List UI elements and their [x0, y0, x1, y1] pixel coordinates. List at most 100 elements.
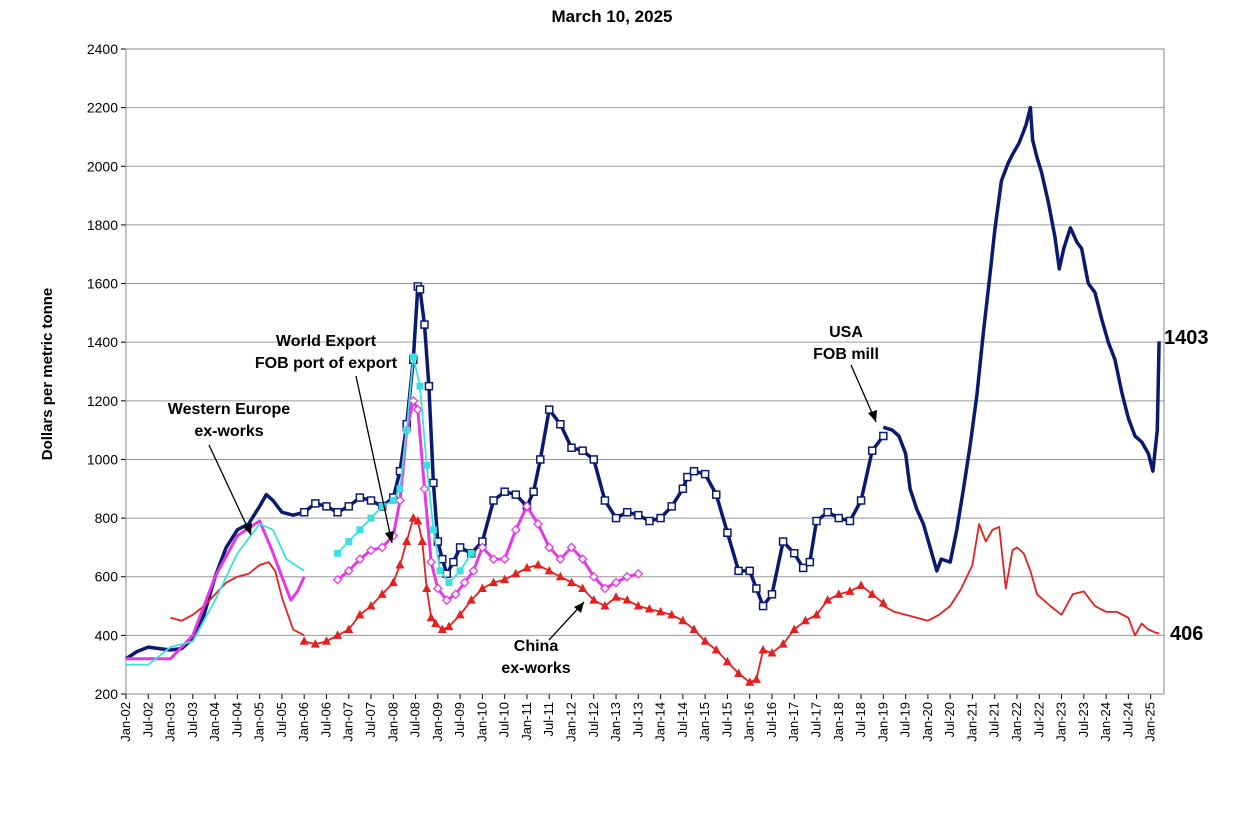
annotation-china: China [514, 638, 559, 655]
chart-title: March 10, 2025 [552, 7, 673, 26]
annotation-china-sub: ex-works [501, 660, 570, 677]
data-point [555, 571, 565, 581]
series-line-2 [882, 105, 1161, 573]
data-point [455, 609, 465, 619]
x-tick-label: Jul-13 [630, 702, 645, 737]
plot-frame [125, 48, 1165, 695]
data-point [438, 554, 447, 564]
data-point [488, 554, 499, 565]
data-point [867, 446, 877, 455]
data-point [354, 554, 365, 565]
data-point [422, 583, 432, 592]
data-point [432, 583, 443, 594]
x-tick-label: Jul-10 [497, 702, 512, 737]
data-point [622, 571, 633, 582]
x-tick-label: Jan-25 [1143, 702, 1158, 742]
data-point [299, 507, 309, 517]
data-point [366, 601, 376, 610]
x-tick-label: Jul-05 [274, 702, 289, 737]
x-tick-label: Jul-15 [719, 702, 734, 737]
x-tick-label: Jul-12 [586, 702, 601, 737]
data-point [812, 516, 821, 526]
data-point [344, 624, 354, 633]
data-point [355, 609, 365, 619]
x-tick-label: Jan-23 [1054, 702, 1069, 742]
data-point [644, 603, 654, 613]
data-point [395, 560, 405, 569]
x-tick-label: Jul-04 [229, 702, 244, 737]
x-tick-label: Jan-22 [1009, 702, 1024, 742]
annotation-western-europe: Western Europe [168, 401, 291, 418]
arrowhead-world-export [385, 531, 394, 543]
data-point [311, 499, 320, 508]
data-point [500, 487, 509, 496]
data-point [683, 472, 692, 482]
data-point [334, 549, 342, 557]
data-point [856, 580, 866, 590]
data-point [834, 589, 844, 598]
data-point [489, 577, 499, 587]
data-point [413, 516, 423, 525]
data-point [789, 549, 799, 558]
data-point [723, 528, 732, 537]
data-point [555, 554, 566, 565]
data-point [745, 677, 755, 686]
data-point [805, 557, 815, 567]
data-point [419, 483, 430, 494]
annotation-world-export: World Export [276, 333, 377, 350]
data-point [431, 618, 441, 628]
data-point [408, 395, 419, 406]
data-point [600, 601, 610, 610]
data-point [409, 353, 417, 361]
data-point [377, 542, 388, 553]
y-tick-label: 400 [95, 627, 119, 643]
x-tick-label: Jan-06 [296, 702, 311, 742]
x-tick-label: Jan-20 [920, 702, 935, 742]
data-point [667, 609, 677, 619]
series-line-5 [882, 523, 1160, 637]
x-tick-label: Jan-16 [742, 702, 757, 742]
data-point [611, 577, 621, 588]
data-point [437, 624, 447, 633]
data-point [429, 526, 437, 534]
data-point [711, 645, 721, 654]
data-point [403, 426, 411, 434]
end-label-china: 406 [1170, 623, 1203, 645]
data-point [656, 513, 665, 523]
data-point [533, 519, 544, 529]
data-point [321, 636, 331, 645]
data-point [798, 563, 808, 573]
series-line-8 [126, 523, 305, 666]
data-point [467, 549, 475, 557]
data-point [578, 446, 587, 455]
data-point [332, 574, 343, 585]
data-point [611, 592, 621, 601]
data-point [416, 382, 424, 390]
data-point [589, 455, 599, 464]
data-point [544, 405, 554, 414]
data-point [489, 496, 498, 505]
annotation-world-export-sub: FOB port of export [255, 355, 398, 372]
data-point [752, 584, 761, 593]
data-point [845, 586, 855, 595]
x-tick-label: Jul-02 [140, 702, 155, 737]
data-point [767, 590, 777, 599]
data-point [450, 589, 461, 600]
x-tick-label: Jul-16 [764, 702, 779, 737]
data-point [378, 502, 386, 510]
data-point [745, 566, 754, 576]
annotation-usa: USA [829, 324, 863, 341]
data-point [767, 647, 777, 657]
annotation-usa-sub: FOB mill [813, 346, 879, 363]
data-point [356, 526, 364, 534]
x-tick-label: Jul-08 [408, 702, 423, 737]
data-point [456, 567, 464, 575]
x-tick-label: Jan-13 [608, 702, 623, 742]
data-point [366, 545, 376, 556]
data-point [589, 595, 599, 604]
data-point [345, 538, 353, 546]
data-point [343, 565, 354, 576]
x-tick-label: Jul-09 [452, 702, 467, 737]
data-point [600, 496, 610, 505]
